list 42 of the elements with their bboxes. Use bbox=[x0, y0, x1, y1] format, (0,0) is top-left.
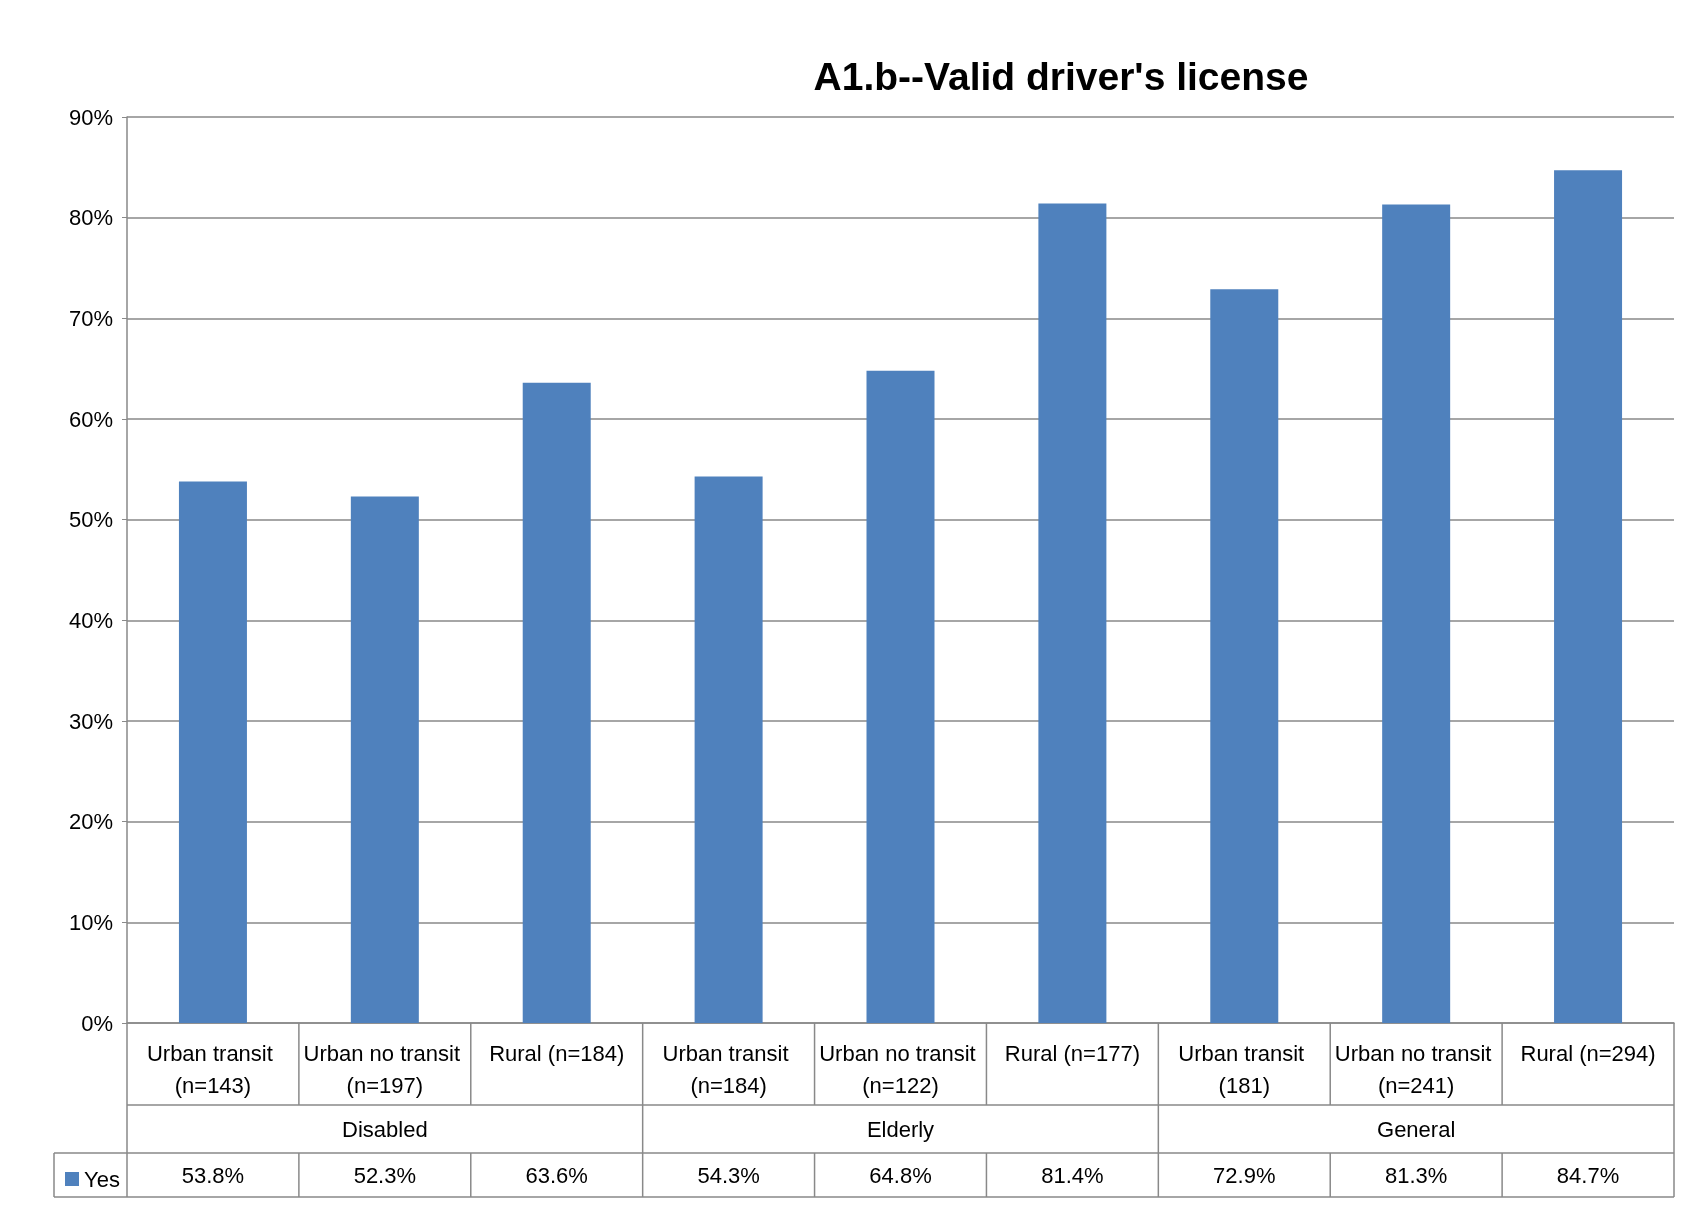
y-tick-label: 20% bbox=[68, 809, 113, 835]
y-tick-label: 30% bbox=[68, 708, 113, 734]
data-label: 53.8% bbox=[181, 1162, 245, 1188]
bar bbox=[1382, 204, 1451, 1023]
bar bbox=[694, 476, 763, 1023]
bar bbox=[178, 481, 247, 1023]
data-label: 84.7% bbox=[1556, 1162, 1620, 1188]
y-tick-label: 70% bbox=[68, 305, 113, 331]
legend-label: Yes bbox=[84, 1166, 120, 1192]
y-tick-label: 90% bbox=[68, 104, 113, 130]
bar bbox=[1038, 203, 1107, 1023]
x-tick-label: Rural (n=177) bbox=[1004, 1040, 1140, 1066]
bar bbox=[1554, 170, 1623, 1023]
text: General bbox=[1377, 1116, 1456, 1142]
data-label: 81.3% bbox=[1384, 1162, 1448, 1188]
y-tick-label: 60% bbox=[68, 406, 113, 432]
text: Disabled bbox=[342, 1116, 428, 1142]
x-tick-label: Urban no transit (n=122) bbox=[819, 1040, 982, 1098]
x-tick-label: Rural (n=184) bbox=[489, 1040, 625, 1066]
bar bbox=[522, 382, 591, 1023]
y-tick-label: 80% bbox=[68, 205, 113, 231]
data-label: 63.6% bbox=[525, 1162, 588, 1188]
x-tick-label: Urban transit (181) bbox=[1178, 1040, 1311, 1098]
data-label: 72.9% bbox=[1213, 1162, 1276, 1188]
chart-title: A1.b--Valid driver's license bbox=[813, 55, 1309, 98]
x-tick-label: Urban transit (n=184) bbox=[662, 1040, 795, 1098]
y-tick-label: 40% bbox=[68, 607, 113, 633]
bar bbox=[1210, 289, 1279, 1023]
x-tick-label: Rural (n=294) bbox=[1520, 1040, 1656, 1066]
x-tick-label: Urban no transit (n=197) bbox=[303, 1040, 467, 1098]
y-tick-label: 10% bbox=[68, 909, 113, 935]
data-label: 54.3% bbox=[697, 1162, 760, 1188]
x-tick-label: Urban no transit (n=241) bbox=[1334, 1040, 1498, 1098]
data-label: 81.4% bbox=[1041, 1162, 1104, 1188]
y-tick-label: 50% bbox=[68, 507, 113, 533]
text: Elderly bbox=[866, 1116, 935, 1142]
y-tick-label: 0% bbox=[81, 1010, 113, 1036]
data-label: 64.8% bbox=[869, 1162, 932, 1188]
bar bbox=[350, 496, 419, 1023]
x-tick-label: Urban transit (n=143) bbox=[146, 1040, 279, 1098]
bar bbox=[866, 370, 935, 1023]
data-label: 52.3% bbox=[353, 1162, 417, 1188]
